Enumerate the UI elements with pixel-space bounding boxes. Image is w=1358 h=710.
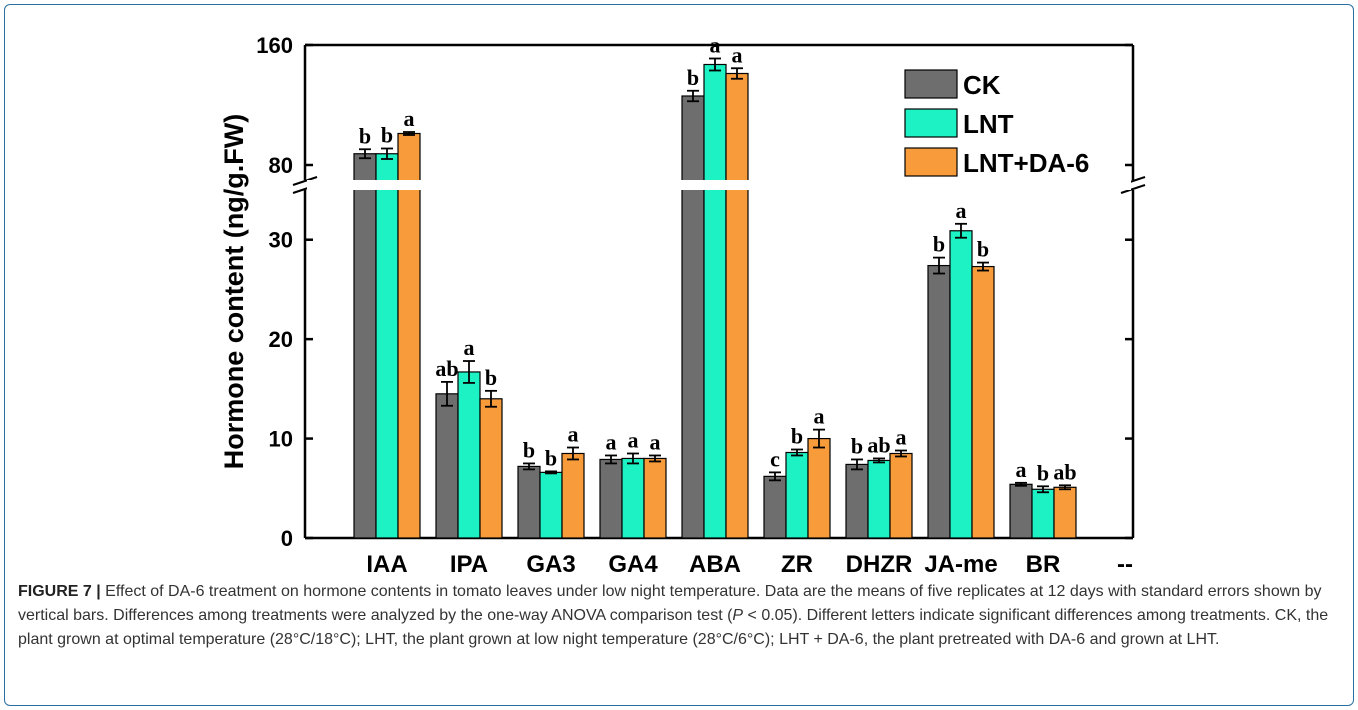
bar-CK-JA-me — [927, 264, 951, 539]
bar-LNT+DA-6-DHZR — [889, 452, 913, 539]
bar-CK-ABA — [681, 95, 705, 539]
sig-letter-LNT-DHZR: ab — [867, 432, 890, 457]
x-tick-label-GA3: GA3 — [526, 551, 575, 578]
caption-text-1: Effect of DA-6 treatment on hormone cont… — [18, 583, 1322, 624]
axis-break-mark-bottom-1 — [1120, 184, 1146, 194]
sig-letter-LNT-GA4: a — [628, 427, 639, 452]
x-tick-label-GA4: GA4 — [608, 551, 658, 578]
y-axis-title: Hormone content (ng/g.FW) — [219, 114, 249, 469]
sig-letter-CK-GA4: a — [606, 429, 617, 454]
bar-LNT+DA-6-ZR — [807, 437, 831, 539]
bar-LNT-DHZR — [867, 459, 891, 539]
bar-LNT-JA-me — [949, 230, 973, 539]
sig-letter-CK-IPA: ab — [435, 356, 458, 381]
x-tick-label---: -- — [1117, 551, 1133, 578]
bar-LNT+DA-6-ABA — [725, 72, 749, 539]
bar-CK-GA3 — [517, 465, 541, 539]
x-tick-label-DHZR: DHZR — [846, 551, 913, 578]
sig-letter-CK-BR: a — [1016, 457, 1027, 482]
legend-label-LNT: LNT — [963, 109, 1014, 139]
figure-caption: FIGURE 7 | Effect of DA-6 treatment on h… — [18, 580, 1340, 652]
sig-letter-LNT+DA-6-GA4: a — [650, 429, 661, 454]
sig-letter-CK-ABA: b — [687, 65, 699, 90]
caption-text-2: < 0.05). Different letters indicate sign… — [18, 607, 1329, 648]
bar-LNT+DA-6-GA4 — [643, 457, 667, 539]
legend-swatch-LNT — [904, 108, 958, 138]
sig-letter-LNT-GA3: b — [545, 445, 557, 470]
axis-break-gap-0 — [299, 180, 311, 190]
sig-letter-LNT-IAA: b — [381, 123, 393, 148]
sig-letter-LNT-JA-me: a — [956, 198, 967, 223]
sig-letter-LNT-ZR: b — [791, 424, 803, 449]
bar-CK-GA4 — [599, 458, 623, 539]
bar-CK-ZR — [763, 475, 787, 539]
sig-letter-LNT+DA-6-GA3: a — [568, 422, 579, 447]
sig-letter-LNT+DA-6-IPA: b — [485, 365, 497, 390]
bar-CK-IPA — [435, 393, 459, 539]
sig-letter-LNT+DA-6-JA-me: b — [977, 237, 989, 262]
y-tick-20-label: 20 — [269, 327, 293, 352]
bar-LNT+DA-6-IPA — [479, 398, 503, 539]
sig-letter-LNT+DA-6-ABA: a — [732, 42, 743, 67]
axis-break-band — [307, 180, 1131, 190]
legend-label-LNT+DA-6: LNT+DA-6 — [963, 148, 1089, 178]
sig-letter-LNT-ABA: a — [710, 33, 721, 58]
hormone-bar-chart: 0 10 20 30 80 160 Hormone content (ng/g.FW) IAA… — [219, 33, 1146, 578]
sig-letter-LNT+DA-6-BR: ab — [1053, 459, 1076, 484]
sig-letter-CK-IAA: b — [359, 123, 371, 148]
y-tick-160-label: 160 — [256, 33, 293, 58]
bar-LNT+DA-6-JA-me — [971, 265, 995, 539]
axis-break-gap-1 — [1127, 180, 1139, 190]
sig-letter-CK-GA3: b — [523, 437, 535, 462]
sig-letter-CK-DHZR: b — [851, 433, 863, 458]
figure-label: FIGURE 7 | — [18, 583, 101, 600]
y-tick-30-label: 30 — [269, 228, 293, 253]
x-tick-label-IPA: IPA — [450, 551, 488, 578]
sig-letter-LNT+DA-6-DHZR: a — [896, 425, 907, 450]
bar-LNT+DA-6-BR — [1053, 486, 1077, 539]
sig-letter-LNT+DA-6-IAA: a — [404, 106, 415, 131]
figure-frame — [4, 4, 1354, 706]
bar-CK-DHZR — [845, 463, 869, 539]
x-tick-label-BR: BR — [1026, 551, 1061, 578]
bar-LNT-GA3 — [539, 471, 563, 539]
y-tick-80-label: 80 — [269, 153, 293, 178]
sig-letter-LNT-BR: b — [1037, 460, 1049, 485]
y-tick-0-label: 0 — [281, 526, 293, 551]
caption-p-symbol: P — [732, 607, 744, 624]
bar-LNT-ZR — [785, 451, 809, 539]
bar-LNT-BR — [1031, 488, 1055, 539]
bar-LNT-IAA — [375, 153, 399, 539]
sig-letter-LNT-IPA: a — [464, 335, 475, 360]
bar-LNT-GA4 — [621, 457, 645, 539]
bar-LNT+DA-6-GA3 — [561, 452, 585, 539]
sig-letter-CK-ZR: c — [770, 446, 780, 471]
x-tick-label-JA-me: JA-me — [924, 551, 997, 578]
y-tick-10-label: 10 — [269, 427, 293, 452]
bar-LNT-IPA — [457, 371, 481, 539]
bar-LNT-ABA — [703, 63, 727, 539]
x-tick-label-IAA: IAA — [366, 551, 407, 578]
bar-CK-BR — [1009, 483, 1033, 539]
bar-CK-IAA — [353, 153, 377, 539]
legend-swatch-LNT+DA-6 — [904, 147, 958, 177]
x-tick-label-ZR: ZR — [781, 551, 813, 578]
legend-swatch-CK — [904, 69, 958, 99]
legend-label-CK: CK — [963, 70, 1001, 100]
x-tick-label-ABA: ABA — [689, 551, 741, 578]
sig-letter-LNT+DA-6-ZR: a — [814, 404, 825, 429]
axis-break-mark-top-0 — [292, 176, 318, 186]
sig-letter-CK-JA-me: b — [933, 232, 945, 257]
bar-LNT+DA-6-IAA — [397, 132, 421, 539]
